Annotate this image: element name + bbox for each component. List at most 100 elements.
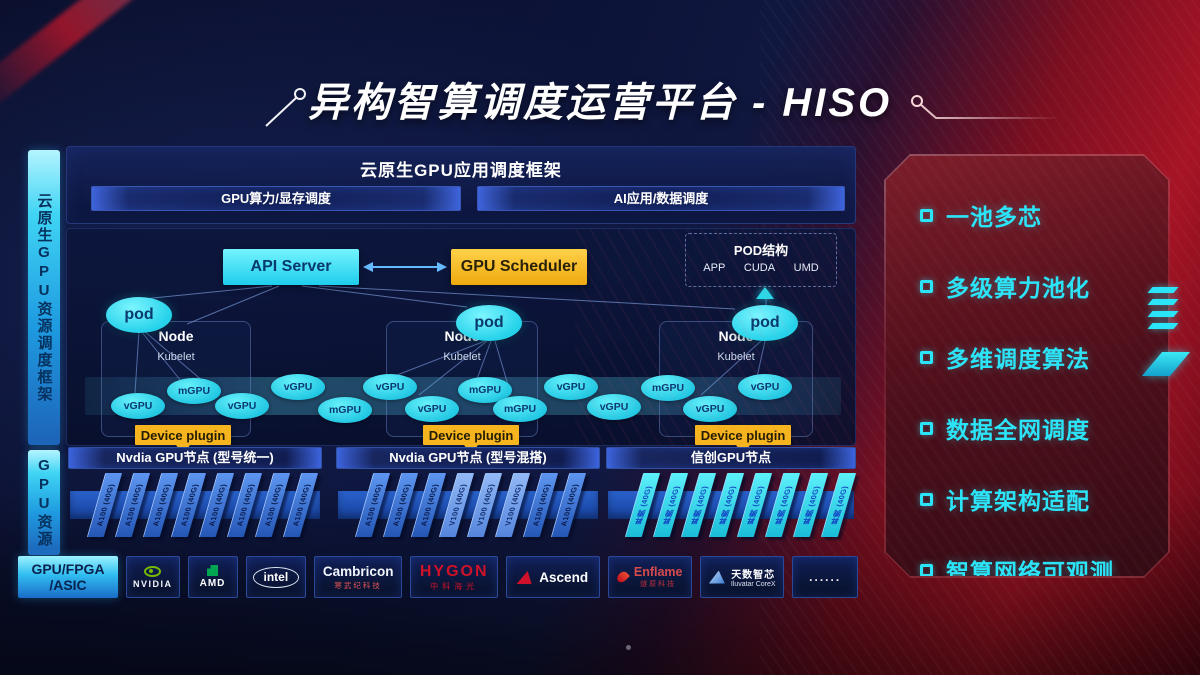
vendor-icon [708, 570, 725, 584]
feature-item: 多级算力池化 [920, 269, 1168, 303]
vendor-icon [614, 569, 630, 585]
framework-title: 云原生GPU应用调度框架 [360, 161, 562, 180]
stripe-icon [1147, 311, 1179, 317]
kubelet-label: Kubelet [717, 351, 755, 363]
gpu-ellipse: vGPU [405, 396, 459, 422]
feature-panel: 一池多芯 多级算力池化 多维调度算法 数据全网调度 [884, 154, 1170, 578]
feature-item: 数据全网调度 [920, 411, 1168, 445]
scheduling-panel: API Server GPU Scheduler POD结构 APP CUDA UM… [66, 228, 856, 454]
feature-label: 数据全网调度 [946, 417, 1090, 443]
feature-panel-inner: 一池多芯 多级算力池化 多维调度算法 数据全网调度 [886, 156, 1168, 576]
vendor-name: 天数智芯 [731, 570, 776, 581]
gpu-ellipse: vGPU [544, 374, 598, 400]
vendor-subtitle: Iluvatar CoreX [730, 581, 776, 588]
feature-label: 多维调度算法 [946, 346, 1090, 372]
vendor-logo: Ascend [506, 556, 601, 598]
hazard-stripes [1147, 287, 1179, 329]
kubelet-label: Kubelet [443, 351, 481, 363]
gpu-ellipse: vGPU [587, 394, 641, 420]
vendor-logos: NVIDIA AMD intel [126, 556, 859, 598]
pod-structure-items: APP CUDA UMD [686, 262, 836, 274]
gpu-ellipse: vGPU [215, 393, 269, 419]
square-bullet-icon [920, 351, 933, 364]
pod-ellipse-1: pod [106, 297, 172, 333]
gpu-group-xinchuang: 信创GPU节点 昇腾 (40G) 昇腾 (40G) 昇腾 (40G) 昇腾 (4… [606, 447, 857, 553]
feature-list: 一池多芯 多级算力池化 多维调度算法 数据全网调度 [886, 156, 1168, 587]
stripe-icon [1147, 323, 1179, 329]
gpu-group-uniform: Nvdia GPU节点 (型号统一) A100 (40G) A100 (40G)… [68, 447, 322, 553]
hardware-vendor-row: GPU/FPGA /ASIC NVIDIA AMD [18, 556, 859, 598]
vendor-name: HYGON [419, 562, 489, 580]
pod-structure-item: APP [703, 262, 726, 274]
footer-dot [626, 645, 631, 650]
pod-structure-item: CUDA [743, 262, 776, 274]
square-bullet-icon [920, 209, 933, 222]
gpu-ellipse: vGPU [363, 374, 417, 400]
kubelet-label: Kubelet [157, 351, 195, 363]
sidebar-label-gpu-resource: GPU资源 [28, 450, 60, 555]
gpu-ellipse: mGPU [167, 378, 221, 404]
gpu-group-title: 信创GPU节点 [606, 447, 856, 469]
square-bullet-icon [920, 564, 933, 577]
gpu-ellipse: vGPU [271, 374, 325, 400]
pod-structure-title: POD结构 [733, 243, 789, 258]
vendor-name: ...... [809, 570, 842, 584]
vendor-subtitle: 中科海光 [430, 581, 479, 591]
pod-ellipse-3: pod [732, 305, 798, 341]
pod-structure-item: UMD [793, 262, 819, 274]
node-label: Node [158, 328, 194, 344]
gpu-ellipse: vGPU [683, 396, 737, 422]
stripe-icon [1147, 287, 1179, 293]
gpu-group-title: Nvdia GPU节点 (型号统一) [68, 447, 322, 469]
framework-panel: 云原生GPU应用调度框架 GPU算力/显存调度 AI应用/数据调度 [66, 146, 856, 224]
framework-bar-ai-data: AI应用/数据调度 [477, 186, 845, 211]
vendor-icon [207, 565, 219, 576]
gpu-card-stack: 昇腾 (40G) 昇腾 (40G) 昇腾 (40G) 昇腾 (40G) 昇腾 (… [624, 473, 857, 537]
vendor-name: intel [252, 566, 300, 588]
gpu-scheduler-box: GPU Scheduler [451, 249, 587, 285]
feature-label: 计算架构适配 [946, 488, 1090, 514]
vendor-logo: intel [245, 556, 307, 598]
vendor-name: Enflame [633, 565, 683, 579]
api-server-box: API Server [223, 249, 359, 285]
vendor-name: Cambricon [322, 563, 394, 579]
pod-structure-box: POD结构 APP CUDA UMD [685, 233, 837, 287]
vendor-logo: ...... [792, 556, 859, 598]
stripe-icon [1147, 299, 1179, 305]
sidebar-label-cloud-native-gpu: 云原生GPU资源调度框架 [28, 150, 60, 445]
device-plugin-tag-2: Device plugin [423, 425, 519, 445]
gpu-card-stack: A100 (40G) A100 (40G) A100 (40G) A100 (4… [86, 473, 319, 537]
vendor-logo: 天数智芯 Iluvatar CoreX [700, 556, 785, 598]
vendor-subtitle: 寒武纪科技 [334, 580, 382, 590]
pod-ellipse-2: pod [456, 305, 522, 341]
vendor-logo: AMD [187, 556, 238, 598]
square-bullet-icon [920, 422, 933, 435]
hardware-layer-label: GPU/FPGA /ASIC [18, 556, 118, 598]
vendor-logo: NVIDIA [126, 556, 180, 598]
feature-item: 一池多芯 [920, 198, 1168, 232]
vendor-icon [517, 571, 535, 584]
connection-lines [134, 262, 767, 396]
feature-item: 多维调度算法 [920, 340, 1168, 374]
vendor-name: NVIDIA [133, 578, 173, 589]
gpu-card-stack: A100 (40G) A100 (40G) A100 (40G) V100 (4… [354, 473, 587, 537]
circuit-decoration-left [265, 88, 306, 127]
square-bullet-icon [920, 493, 933, 506]
vendor-logo: Enflame 燧原科技 [608, 556, 693, 598]
gpu-ellipse: vGPU [111, 393, 165, 419]
gpu-ellipse: mGPU [641, 375, 695, 401]
gpu-ellipse-layer: vGPU mGPU vGPU vGPU mGPU vGPU vGPU [67, 229, 855, 445]
device-plugin-tag-1: Device plugin [135, 425, 231, 445]
square-bullet-icon [920, 280, 933, 293]
circuit-decoration-right [911, 95, 1060, 119]
vendor-logo: Cambricon 寒武纪科技 [314, 556, 403, 598]
pod-structure-arrow-icon [756, 287, 774, 299]
gpu-group-mixed: Nvdia GPU节点 (型号混搭) A100 (40G) A100 (40G)… [336, 447, 600, 553]
feature-label: 多级算力池化 [946, 275, 1090, 301]
feature-item: 计算架构适配 [920, 482, 1168, 516]
device-plugin-tag-3: Device plugin [695, 425, 791, 445]
gpu-ellipse: mGPU [493, 396, 547, 422]
vendor-subtitle: 燧原科技 [640, 581, 677, 588]
vendor-name: Ascend [539, 569, 589, 585]
gpu-ellipse: mGPU [318, 397, 372, 423]
